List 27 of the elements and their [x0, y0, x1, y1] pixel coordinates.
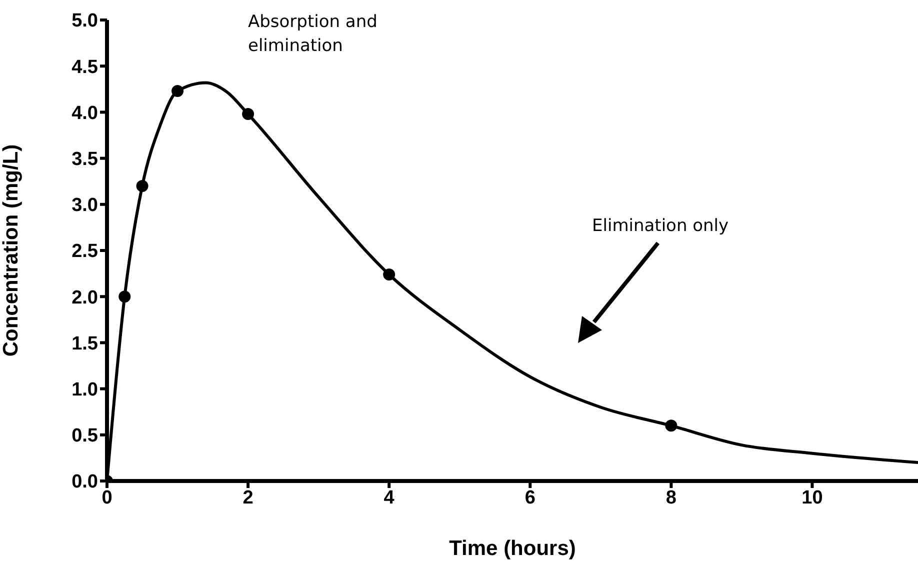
annotation: Absorption and elimination — [248, 11, 378, 58]
point — [136, 180, 148, 192]
x-tick-label: 8 — [666, 487, 676, 508]
y-tick-label: 1.0 — [72, 380, 98, 401]
x-tick-label: 10 — [802, 487, 823, 508]
point — [665, 420, 678, 432]
y-tick-label: 2.0 — [72, 287, 98, 308]
y-axis-title: Concentration (mg/L) — [0, 144, 22, 357]
y-tick-label: 5.0 — [72, 10, 98, 32]
y-tick-label: 3.0 — [72, 195, 98, 216]
point — [172, 84, 184, 97]
y-tick-label: 4.0 — [72, 102, 98, 124]
y-tick-label: 2.5 — [72, 241, 98, 262]
y-tick-label: 0.0 — [72, 472, 98, 493]
x-tick-label: 6 — [524, 487, 536, 508]
y-tick-label: 0.5 — [72, 426, 98, 447]
x-tick-label: 2 — [242, 487, 254, 508]
point — [383, 268, 396, 280]
annotation: Elimination only — [592, 215, 730, 238]
y-tick-label: 4.5 — [72, 56, 98, 78]
x-axis-title: Time (hours) — [449, 537, 576, 560]
point — [242, 108, 254, 120]
x-tick-label: 4 — [384, 487, 395, 508]
y-tick-label: 1.5 — [72, 333, 98, 354]
x-tick-label: 0 — [102, 487, 112, 508]
y-tick-label: 3.5 — [72, 149, 98, 170]
point — [118, 290, 131, 303]
